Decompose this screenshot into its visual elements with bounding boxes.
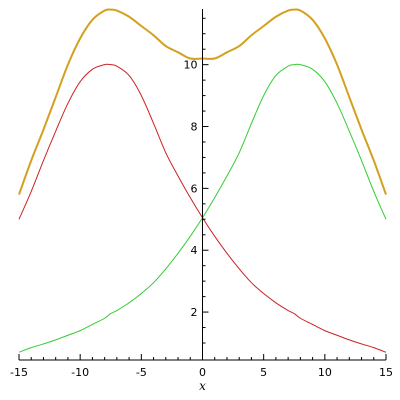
x-tick-label: -5 [136, 366, 147, 379]
x-tick-label: 5 [260, 366, 267, 379]
x-tick-label: -15 [10, 366, 28, 379]
x-tick-label: -10 [71, 366, 89, 379]
axis-layer: -15 -10 -5 0 5 10 15 2 4 6 8 10 x [10, 9, 393, 393]
y-tick-label: 10 [184, 59, 198, 72]
x-axis-title: x [199, 379, 206, 393]
x-tick-label: 15 [379, 366, 393, 379]
y-tick-label: 2 [191, 306, 198, 319]
y-tick-label: 4 [191, 244, 198, 257]
x-tick-label: 10 [318, 366, 332, 379]
y-tick-label: 8 [191, 121, 198, 134]
y-tick-label: 6 [191, 182, 198, 195]
x-tick-label: 0 [199, 366, 206, 379]
